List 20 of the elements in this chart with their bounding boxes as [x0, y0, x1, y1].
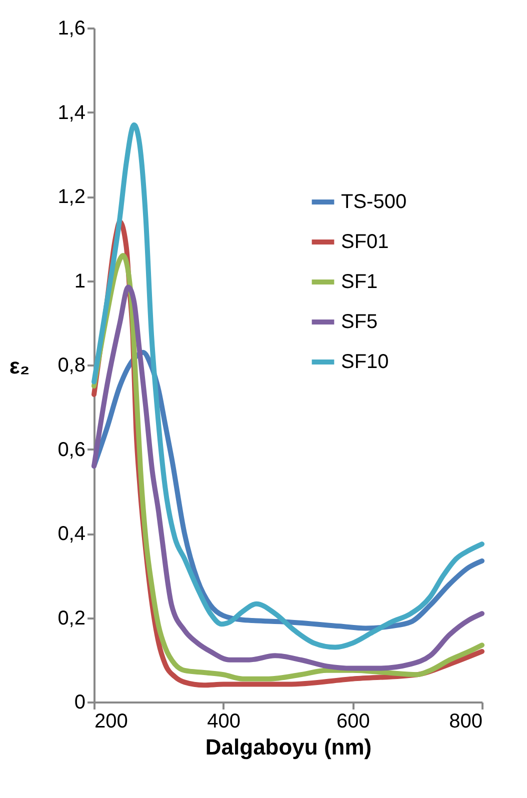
x-tick-label: 800: [449, 710, 482, 732]
y-tick-label: 0,6: [58, 438, 86, 461]
legend-label: TS-500: [341, 191, 407, 213]
y-tick-label: 1,2: [58, 186, 86, 208]
y-axis-title: ε₂: [9, 354, 30, 378]
y-tick-label: 1,4: [58, 102, 86, 124]
y-tick-label: 1: [74, 270, 86, 292]
legend-label: SF10: [341, 351, 389, 373]
legend-label: SF5: [341, 311, 378, 333]
x-tick-label: 400: [207, 710, 241, 732]
legend-label: SF01: [341, 231, 389, 253]
x-axis-title: Dalgaboyu (nm): [205, 734, 372, 760]
y-tick-label: 0,8: [58, 354, 86, 376]
legend-label: SF1: [341, 271, 378, 293]
y-tick-label: 1,6: [58, 18, 86, 40]
y-tick-label: 0,2: [58, 607, 86, 630]
y-tick-label: 0,4: [58, 523, 86, 545]
y-tick-label: 0: [74, 692, 86, 714]
x-tick-label: 200: [94, 710, 128, 732]
x-tick-label: 600: [336, 710, 370, 732]
